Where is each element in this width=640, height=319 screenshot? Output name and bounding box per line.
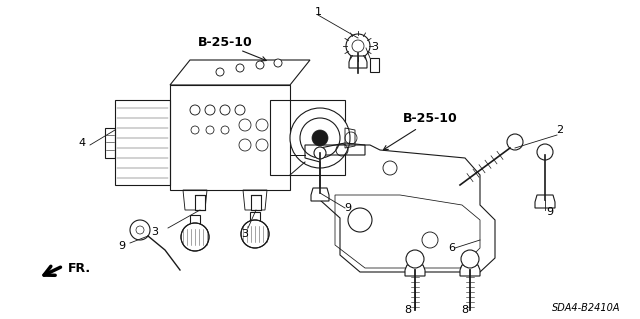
Circle shape [235, 105, 245, 115]
Bar [190, 215, 200, 227]
Circle shape [346, 34, 370, 58]
Circle shape [216, 68, 224, 76]
Text: 8: 8 [461, 305, 468, 315]
Text: 1: 1 [314, 7, 321, 17]
Polygon shape [311, 188, 329, 201]
Circle shape [256, 61, 264, 69]
Text: 3: 3 [241, 229, 248, 239]
Circle shape [274, 59, 282, 67]
Circle shape [239, 119, 251, 131]
Bar [250, 212, 260, 224]
Circle shape [239, 139, 251, 151]
Polygon shape [405, 265, 425, 276]
Polygon shape [349, 56, 367, 68]
Circle shape [507, 134, 523, 150]
Text: B-25-10: B-25-10 [198, 35, 252, 48]
Circle shape [461, 250, 479, 268]
Circle shape [352, 40, 364, 52]
Circle shape [220, 105, 230, 115]
Circle shape [191, 126, 199, 134]
Polygon shape [535, 195, 555, 208]
Text: SDA4-B2410A: SDA4-B2410A [552, 303, 620, 313]
Circle shape [537, 144, 553, 160]
Circle shape [206, 126, 214, 134]
Text: 2: 2 [556, 125, 564, 135]
Circle shape [181, 223, 209, 251]
Text: 9: 9 [344, 203, 351, 213]
Circle shape [406, 250, 424, 268]
Text: B-25-10: B-25-10 [403, 112, 458, 124]
Text: 3: 3 [152, 227, 159, 237]
Text: 4: 4 [79, 138, 86, 148]
Bar [195, 195, 205, 210]
Text: 6: 6 [449, 243, 456, 253]
Circle shape [190, 105, 200, 115]
Text: 8: 8 [404, 305, 412, 315]
Circle shape [256, 139, 268, 151]
Circle shape [236, 64, 244, 72]
Text: 9: 9 [118, 241, 125, 251]
Circle shape [290, 108, 350, 168]
Circle shape [221, 126, 229, 134]
Text: 9: 9 [547, 207, 554, 217]
Circle shape [205, 105, 215, 115]
Text: 3: 3 [371, 42, 378, 52]
Bar [370, 58, 379, 72]
Circle shape [256, 119, 268, 131]
Circle shape [241, 220, 269, 248]
Circle shape [312, 130, 328, 146]
Bar [251, 195, 261, 210]
Text: FR.: FR. [68, 262, 91, 275]
Circle shape [314, 147, 326, 159]
Polygon shape [460, 265, 480, 276]
